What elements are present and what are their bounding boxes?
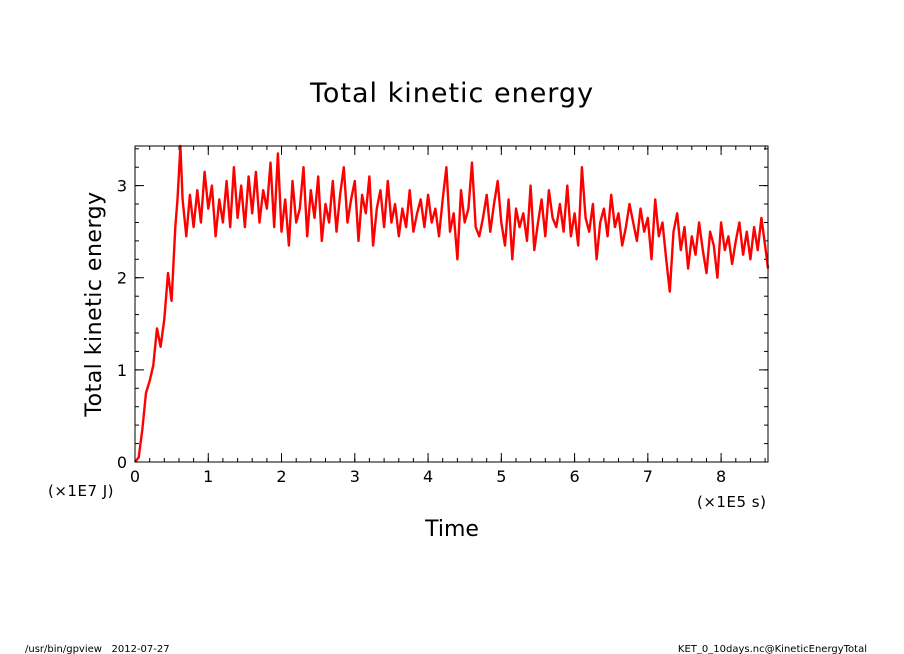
x-axis-ticks — [134, 146, 766, 462]
x-tick-label: 0 — [130, 467, 140, 486]
x-tick-label: 5 — [496, 467, 506, 486]
y-axis-unit-label: (×1E7 J) — [48, 482, 114, 500]
plot-frame — [134, 145, 769, 463]
x-axis-unit-label: (×1E5 s) — [697, 493, 766, 511]
x-tick-label: 1 — [203, 467, 213, 486]
x-tick-label: 3 — [350, 467, 360, 486]
x-tick-label: 2 — [276, 467, 286, 486]
y-tick-label: 3 — [117, 177, 127, 196]
y-tick-label: 2 — [117, 269, 127, 288]
x-tick-label: 8 — [716, 467, 726, 486]
x-axis-tick-labels: 0 1 2 3 4 5 6 7 8 — [130, 467, 726, 486]
x-axis-title: Time — [424, 517, 479, 542]
x-tick-label: 4 — [423, 467, 433, 486]
y-tick-label: 0 — [117, 453, 127, 472]
kinetic-energy-series-line — [134, 144, 770, 463]
y-tick-label: 1 — [117, 361, 127, 380]
chart-title: Total kinetic energy — [309, 78, 594, 109]
y-axis-ticks — [135, 148, 768, 463]
y-axis-title: Total kinetic energy — [82, 191, 107, 417]
footer-left-label: /usr/bin/gpview 2012-07-27 — [25, 644, 170, 654]
footer-right-label: KET_0_10days.nc@KineticEnergyTotal — [678, 644, 867, 654]
y-axis-tick-labels: 0 1 2 3 — [117, 177, 127, 472]
x-tick-label: 6 — [569, 467, 579, 486]
x-tick-label: 7 — [643, 467, 653, 486]
